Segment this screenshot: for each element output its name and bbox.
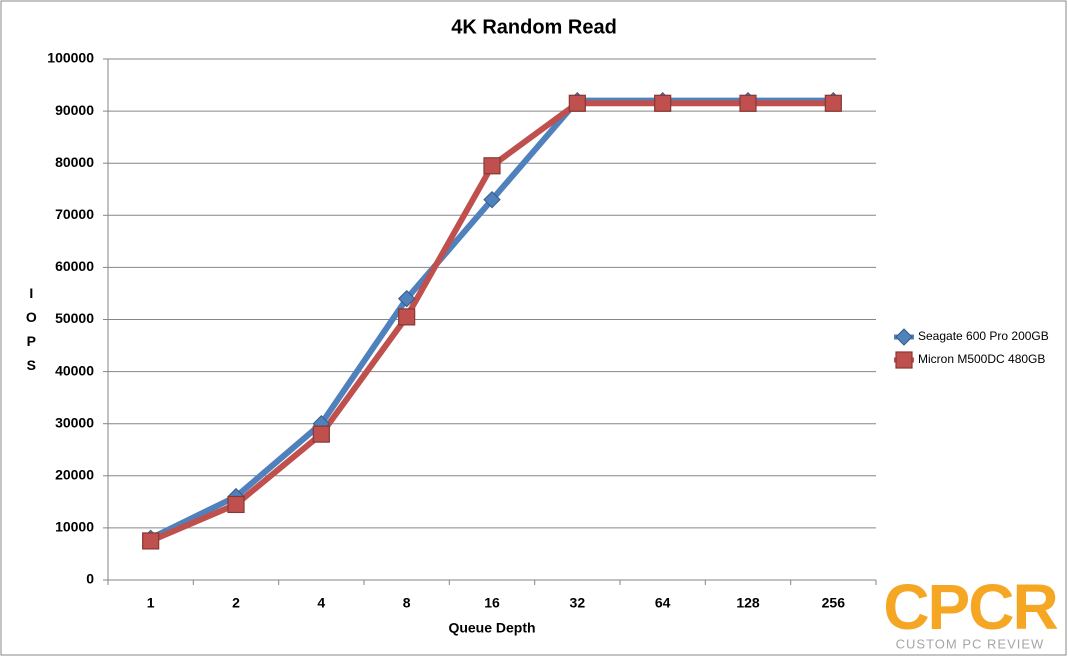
- marker: [824, 94, 842, 112]
- x-tick-label: 16: [484, 595, 500, 611]
- x-tick-label: 4: [317, 595, 325, 611]
- x-tick-label: 8: [403, 595, 411, 611]
- marker: [483, 157, 501, 175]
- x-tick-label: 32: [570, 595, 586, 611]
- x-axis-label: Queue Depth: [448, 620, 535, 636]
- marker: [895, 351, 913, 369]
- marker: [654, 94, 672, 112]
- y-tick-label: 40000: [55, 362, 94, 378]
- marker: [312, 425, 330, 443]
- y-axis-label: IOPS: [23, 285, 39, 381]
- marker: [142, 532, 160, 550]
- chart-title: 4K Random Read: [451, 16, 617, 38]
- y-tick-label: 20000: [55, 467, 94, 483]
- y-tick-label: 50000: [55, 310, 94, 326]
- marker: [568, 94, 586, 112]
- watermark-logo: CPCR: [883, 571, 1057, 643]
- watermark-text: CUSTOM PC REVIEW: [896, 636, 1045, 651]
- marker: [227, 495, 245, 514]
- x-tick-label: 256: [822, 595, 846, 611]
- x-tick-label: 64: [655, 595, 671, 611]
- x-tick-label: 1: [147, 595, 155, 611]
- marker: [398, 308, 416, 326]
- x-tick-label: 128: [736, 595, 760, 611]
- y-tick-label: 70000: [55, 206, 94, 222]
- marker: [739, 94, 757, 112]
- y-tick-label: 60000: [55, 258, 94, 274]
- y-tick-label: 80000: [55, 154, 94, 170]
- marker: [483, 190, 501, 209]
- marker: [895, 328, 913, 346]
- y-tick-label: 0: [86, 571, 94, 587]
- legend-item: Seagate 600 Pro 200GB: [894, 328, 1049, 346]
- y-tick-label: 30000: [55, 414, 94, 430]
- x-tick-label: 2: [232, 595, 240, 611]
- y-tick-label: 10000: [55, 519, 94, 535]
- marker: [397, 289, 416, 308]
- y-tick-label: 100000: [47, 50, 94, 66]
- y-tick-label: 90000: [55, 102, 94, 118]
- legend-item: Micron M500DC 480GB: [894, 351, 1045, 369]
- legend-label: Micron M500DC 480GB: [918, 352, 1045, 366]
- legend-label: Seagate 600 Pro 200GB: [918, 329, 1049, 343]
